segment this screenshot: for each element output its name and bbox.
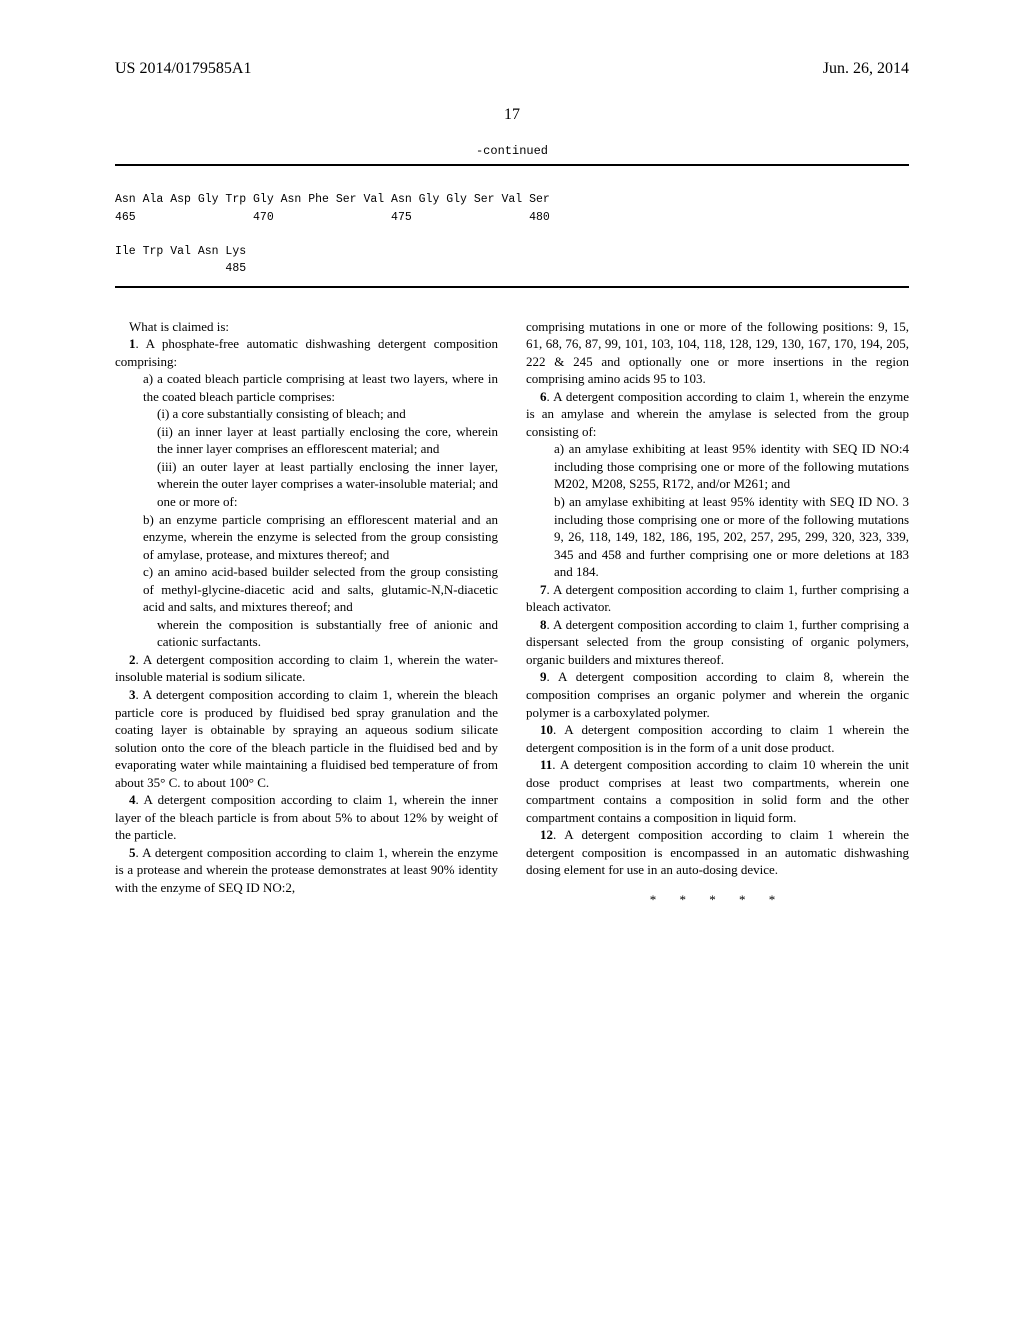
claim-text: 4. A detergent composition according to … <box>115 791 498 844</box>
claims-intro: What is claimed is: <box>115 318 498 336</box>
right-column: comprising mutations in one or more of t… <box>526 318 909 909</box>
sequence-numbers: 485 <box>115 262 246 275</box>
claim-sub: b) an enzyme particle comprising an effl… <box>115 511 498 564</box>
claim-sub: (iii) an outer layer at least partially … <box>115 458 498 511</box>
claim-sub: (i) a core substantially consisting of b… <box>115 405 498 423</box>
publication-date: Jun. 26, 2014 <box>823 60 909 78</box>
page-number: 17 <box>115 106 909 124</box>
claim-sub: wherein the composition is substantially… <box>115 616 498 651</box>
claim-sub: c) an amino acid-based builder selected … <box>115 563 498 616</box>
sequence-line: Ile Trp Val Asn Lys <box>115 245 246 258</box>
claim-sub: a) an amylase exhibiting at least 95% id… <box>526 440 909 493</box>
publication-number: US 2014/0179585A1 <box>115 60 251 78</box>
claim-sub: (ii) an inner layer at least partially e… <box>115 423 498 458</box>
sequence-line: Asn Ala Asp Gly Trp Gly Asn Phe Ser Val … <box>115 193 550 206</box>
claim-text: 6. A detergent composition according to … <box>526 388 909 441</box>
claim-sub: a) a coated bleach particle comprising a… <box>115 370 498 405</box>
claim-text: 12. A detergent composition according to… <box>526 826 909 879</box>
claim-continuation: comprising mutations in one or more of t… <box>526 318 909 388</box>
sequence-listing: Asn Ala Asp Gly Trp Gly Asn Phe Ser Val … <box>115 164 909 288</box>
left-column: What is claimed is: 1. A phosphate-free … <box>115 318 498 909</box>
sequence-numbers: 465 470 475 480 <box>115 211 550 224</box>
continued-label: -continued <box>115 144 909 158</box>
claim-text: 2. A detergent composition according to … <box>115 651 498 686</box>
end-marks: * * * * * <box>526 891 909 909</box>
claim-text: 1. A phosphate-free automatic dishwashin… <box>115 335 498 370</box>
page-header: US 2014/0179585A1 Jun. 26, 2014 <box>115 60 909 78</box>
claim-text: 5. A detergent composition according to … <box>115 844 498 897</box>
claims-body: What is claimed is: 1. A phosphate-free … <box>115 318 909 909</box>
claim-text: 9. A detergent composition according to … <box>526 668 909 721</box>
claim-text: 7. A detergent composition according to … <box>526 581 909 616</box>
claim-text: 10. A detergent composition according to… <box>526 721 909 756</box>
claim-text: 11. A detergent composition according to… <box>526 756 909 826</box>
claim-text: 3. A detergent composition according to … <box>115 686 498 791</box>
claim-text: 8. A detergent composition according to … <box>526 616 909 669</box>
claim-sub: b) an amylase exhibiting at least 95% id… <box>526 493 909 581</box>
